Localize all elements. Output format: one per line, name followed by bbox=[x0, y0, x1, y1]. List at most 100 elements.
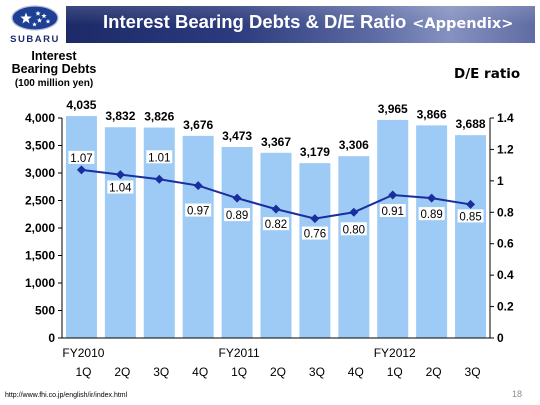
de-ratio-point bbox=[193, 181, 203, 191]
quarter-label: 3Q bbox=[153, 365, 169, 379]
right-tick-label: 1.2 bbox=[497, 142, 514, 156]
de-ratio-point bbox=[154, 174, 164, 184]
de-ratio-label-box bbox=[185, 203, 212, 217]
y-axis-title: Interest Bearing Debts (100 million yen) bbox=[8, 50, 100, 90]
left-tick-label: 1,000 bbox=[25, 276, 55, 290]
de-ratio-point bbox=[271, 204, 281, 214]
debt-value-label: 3,866 bbox=[417, 107, 447, 121]
debt-value-label: 3,179 bbox=[300, 145, 330, 159]
de-ratio-label: 0.82 bbox=[265, 219, 287, 231]
quarter-label: 3Q bbox=[309, 365, 325, 379]
de-ratio-point bbox=[76, 165, 86, 175]
left-tick-label: 2,500 bbox=[25, 194, 55, 208]
de-ratio-label: 0.76 bbox=[304, 229, 326, 241]
quarter-label: 1Q bbox=[387, 365, 403, 379]
de-ratio-label: 1.04 bbox=[109, 183, 132, 195]
debt-value-label: 3,676 bbox=[183, 118, 213, 132]
debt-value-label: 3,832 bbox=[105, 109, 135, 123]
de-ratio-label: 0.97 bbox=[187, 206, 209, 218]
right-tick-label: 0.2 bbox=[497, 300, 514, 314]
star-shape bbox=[20, 12, 32, 24]
debt-value-label: 4,035 bbox=[66, 98, 96, 112]
de-ratio-label: 0.80 bbox=[343, 224, 365, 236]
de-ratio-label-box bbox=[146, 150, 173, 164]
logo-oval bbox=[11, 5, 59, 31]
debt-bar bbox=[377, 119, 409, 339]
quarter-label: 2Q bbox=[426, 365, 442, 379]
de-ratio-point bbox=[466, 199, 476, 209]
fiscal-year-label: FY2010 bbox=[62, 346, 104, 360]
de-ratio-label-box bbox=[379, 204, 406, 217]
de-ratio-label-box bbox=[68, 150, 95, 164]
de-ratio-point bbox=[427, 193, 437, 203]
star-shape bbox=[36, 17, 43, 23]
fiscal-year-label: FY2011 bbox=[219, 346, 260, 360]
debt-value-label: 3,473 bbox=[222, 129, 252, 143]
right-tick-label: 1 bbox=[497, 174, 504, 188]
de-ratio-point bbox=[310, 214, 320, 224]
left-tick-label: 500 bbox=[35, 304, 55, 318]
star-shape bbox=[41, 13, 47, 19]
quarter-label: 1Q bbox=[75, 365, 91, 379]
de-ratio-label-box bbox=[418, 207, 445, 221]
right-tick-label: 1.4 bbox=[497, 111, 514, 125]
de-ratio-label-box bbox=[224, 208, 251, 222]
quarter-label: 3Q bbox=[465, 365, 481, 379]
de-ratio-label-box bbox=[301, 226, 328, 240]
de-ratio-labels: 1.07 1.04 1.01 0.97 0.89 0.82 0.76 0.80 0.91 0.89… bbox=[68, 150, 484, 241]
quarter-label: 4Q bbox=[348, 365, 364, 379]
debt-bar bbox=[299, 163, 331, 338]
logo-stars bbox=[20, 10, 51, 27]
star-shape bbox=[32, 22, 37, 27]
title-bar: Interest Bearing Debts & D/E Ratio <Appen… bbox=[66, 6, 535, 43]
star-shape bbox=[35, 10, 41, 16]
page-subtitle: <Appendix> bbox=[412, 16, 514, 32]
debt-value-label: 3,826 bbox=[144, 110, 174, 124]
y-axis-title-line: Interest bbox=[31, 49, 77, 63]
debt-value-label: 3,367 bbox=[261, 135, 291, 149]
debt-bar bbox=[416, 125, 448, 339]
left-tick-label: 3,500 bbox=[25, 139, 55, 153]
right-tick-label: 0.8 bbox=[497, 205, 514, 219]
subaru-logo: SUBARU bbox=[6, 4, 64, 46]
debt-value-label: 3,965 bbox=[378, 102, 408, 116]
y2-axis-title: D/E ratio bbox=[454, 66, 521, 82]
de-ratio-label: 0.89 bbox=[226, 210, 248, 222]
debt-bar bbox=[65, 116, 97, 338]
y-axis-unit: (100 million yen) bbox=[14, 78, 94, 89]
title-row: Interest Bearing Debts & D/E Ratio <Appen… bbox=[103, 9, 513, 37]
debt-bar bbox=[260, 152, 292, 338]
de-ratio-label: 0.85 bbox=[459, 211, 481, 223]
page-title: Interest Bearing Debts & D/E Ratio bbox=[103, 11, 407, 32]
debt-value-labels: 4,035 3,832 3,826 3,676 3,473 3,367 3,179 3,306… bbox=[66, 98, 485, 159]
left-tick-label: 3,000 bbox=[25, 166, 55, 180]
subaru-pleiades-icon bbox=[11, 5, 59, 31]
debt-bar bbox=[182, 135, 214, 338]
quarter-label: 1Q bbox=[231, 365, 247, 379]
debt-bar bbox=[455, 135, 487, 338]
de-ratio-label-box bbox=[457, 209, 484, 223]
right-tick-label: 0 bbox=[497, 331, 504, 345]
de-ratio-label-box bbox=[340, 222, 367, 236]
de-ratio-point bbox=[115, 170, 125, 180]
de-ratio-label-box bbox=[107, 180, 134, 194]
left-tick-label: 0 bbox=[48, 331, 55, 345]
left-tick-label: 2,000 bbox=[25, 221, 55, 235]
y-axis-title-line: Bearing Debts bbox=[11, 61, 97, 76]
de-ratio-point bbox=[232, 193, 242, 203]
debt-bar-series bbox=[65, 116, 487, 339]
quarter-label: 2Q bbox=[114, 365, 130, 379]
de-ratio-label: 0.91 bbox=[382, 206, 404, 218]
debt-bar bbox=[338, 156, 370, 338]
de-ratio-point bbox=[349, 207, 359, 217]
page-number: 18 bbox=[512, 389, 523, 399]
star-shape bbox=[45, 19, 51, 24]
de-ratio-series bbox=[76, 165, 476, 224]
debt-value-label: 3,688 bbox=[456, 117, 486, 131]
de-ratio-label: 1.01 bbox=[148, 152, 170, 164]
de-ratio-label: 1.07 bbox=[70, 153, 92, 165]
debt-bar bbox=[221, 146, 253, 338]
left-tick-label: 1,500 bbox=[25, 249, 55, 263]
